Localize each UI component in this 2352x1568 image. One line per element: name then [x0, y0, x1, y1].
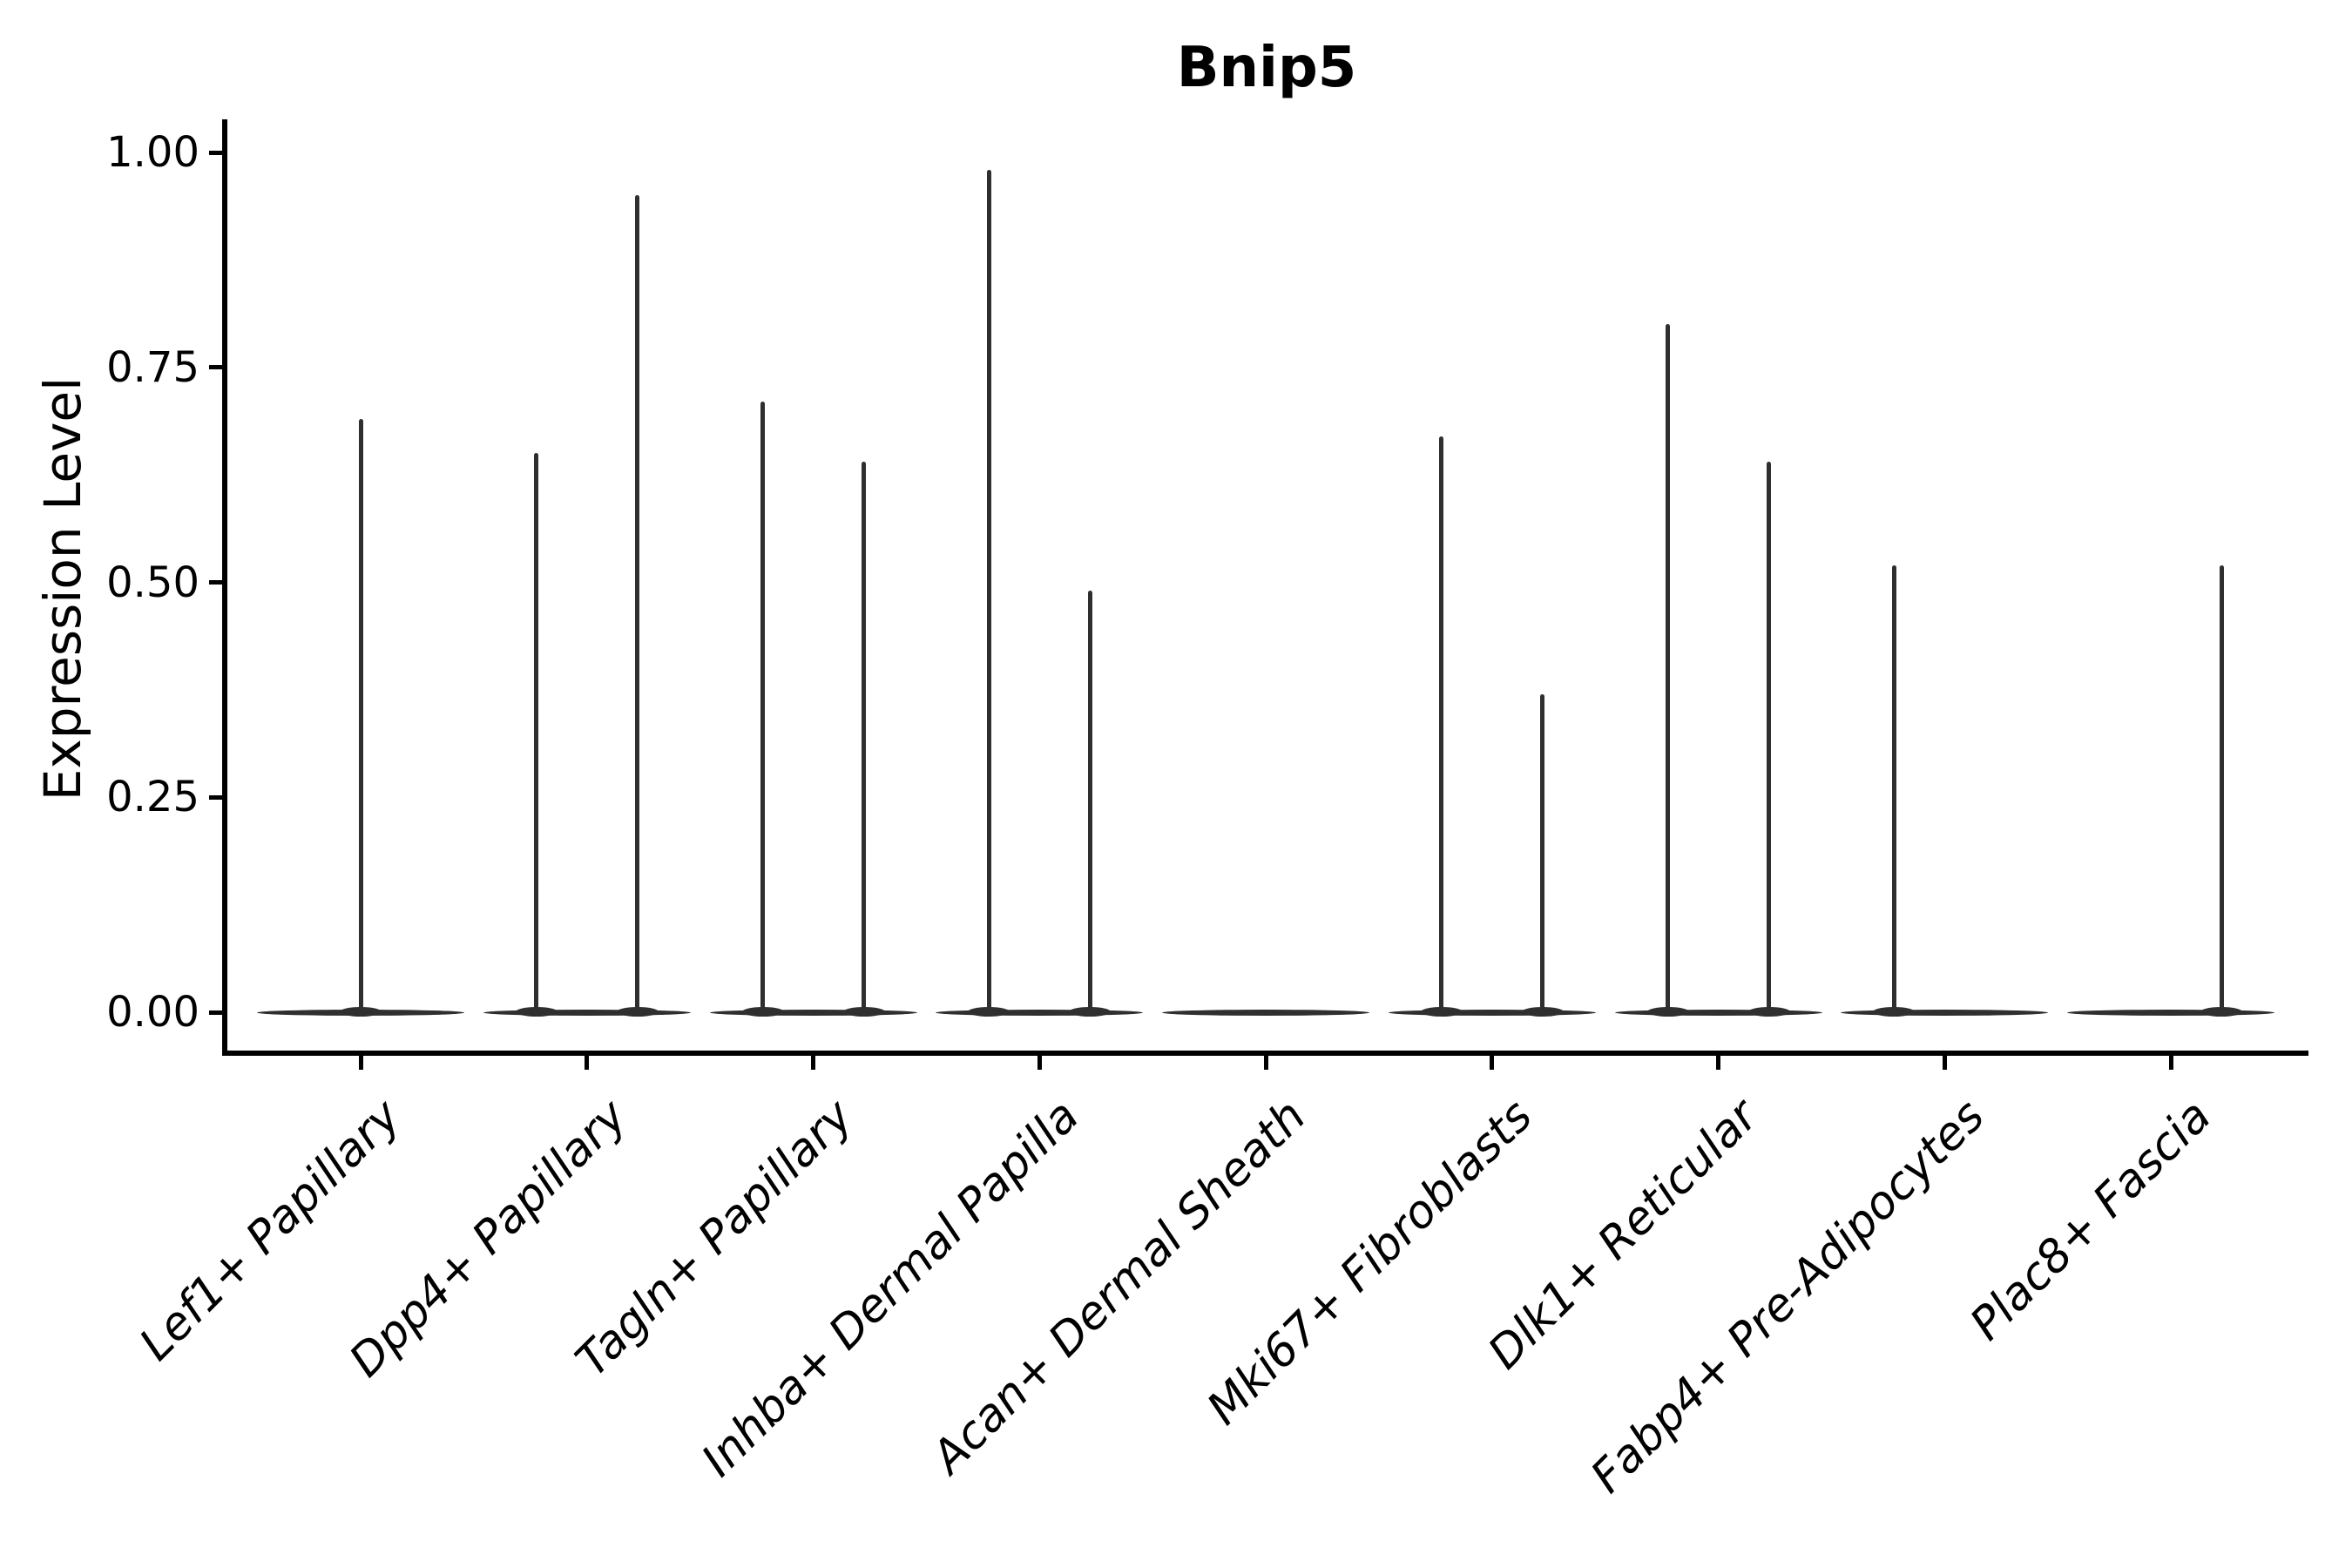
x-tick-label: Plac8+ Fascia	[1960, 1090, 2221, 1351]
violin-spike	[862, 462, 866, 1015]
y-tick-label: 0.75	[106, 343, 199, 392]
violin-spike	[1767, 462, 1771, 1015]
x-tick	[359, 1056, 363, 1070]
y-tick	[209, 580, 222, 585]
y-tick-label: 0.25	[106, 773, 199, 821]
x-axis-line	[222, 1051, 2308, 1056]
violin-baseline	[1841, 1010, 2048, 1016]
x-tick	[1490, 1056, 1494, 1070]
x-tick	[1716, 1056, 1720, 1070]
violin-spike	[1666, 324, 1670, 1015]
violin-spike	[1088, 591, 1092, 1015]
plot-title: Bnip5	[1176, 36, 1357, 100]
violin-spike	[635, 195, 639, 1015]
violin-baseline	[1615, 1010, 1822, 1016]
violin-spike	[987, 170, 991, 1016]
x-tick	[811, 1056, 815, 1070]
x-tick-label: Acan+ Dermal Sheath	[922, 1090, 1316, 1484]
violin-baseline	[936, 1010, 1143, 1016]
violin-baseline	[1162, 1010, 1369, 1016]
y-tick	[209, 795, 222, 800]
y-tick-label: 1.00	[106, 128, 199, 177]
x-tick	[2169, 1056, 2173, 1070]
violin-spike	[1540, 694, 1544, 1016]
x-tick-label: Fabp4+ Pre-Adipocytes	[1581, 1090, 1995, 1504]
violin-spike	[1892, 565, 1896, 1016]
violin-baseline	[2067, 1010, 2274, 1016]
y-tick	[209, 365, 222, 369]
y-axis-line	[222, 119, 227, 1056]
y-tick-label: 0.00	[106, 988, 199, 1037]
violin-baseline	[483, 1010, 691, 1016]
y-tick	[209, 151, 222, 155]
x-tick-label: Inhba+ Dermal Papilla	[692, 1090, 1090, 1487]
violin-spike	[359, 419, 363, 1016]
violin-spike	[760, 402, 765, 1015]
violin-spike	[2220, 565, 2224, 1016]
x-tick	[1264, 1056, 1268, 1070]
violin-spike	[1439, 436, 1443, 1016]
y-tick-label: 0.50	[106, 558, 199, 607]
violin-baseline	[710, 1010, 917, 1016]
y-tick	[209, 1010, 222, 1015]
x-tick	[1037, 1056, 1042, 1070]
x-tick	[1943, 1056, 1947, 1070]
violin-baseline	[1389, 1010, 1596, 1016]
x-tick	[585, 1056, 589, 1070]
violin-spike	[534, 453, 538, 1015]
